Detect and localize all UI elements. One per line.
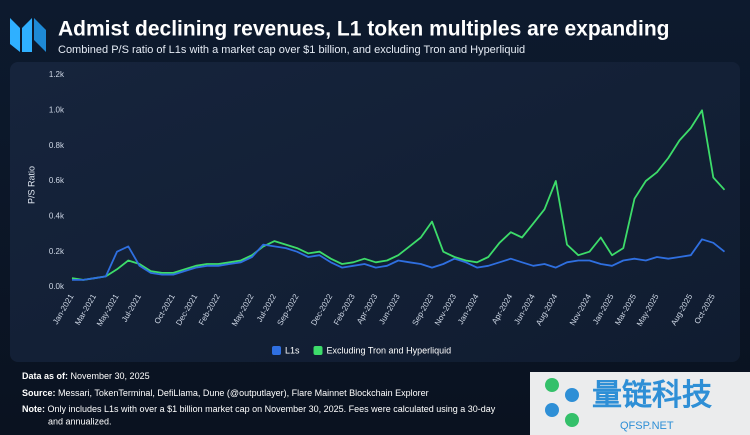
- text: November 30, 2025: [71, 371, 150, 381]
- label: Data as of:: [22, 371, 68, 381]
- watermark: 量链科技 QFSP.NET: [530, 372, 750, 435]
- watermark-site: QFSP.NET: [620, 420, 674, 432]
- data-as-of: Data as of: November 30, 2025: [22, 371, 150, 381]
- y-tick-label: 0.6k: [49, 176, 65, 185]
- label: Source:: [22, 388, 56, 398]
- legend-label: L1s: [285, 345, 300, 355]
- legend-label: Excluding Tron and Hyperliquid: [327, 345, 452, 355]
- label: Note:: [22, 404, 45, 414]
- note-cont: and annualized.: [48, 416, 112, 426]
- source: Source: Messari, TokenTerminal, DefiLlam…: [22, 388, 429, 398]
- y-tick-label: 0.0k: [49, 282, 65, 291]
- chart-subtitle: Combined P/S ratio of L1s with a market …: [58, 44, 525, 56]
- legend-swatch: [313, 346, 323, 355]
- note: Note: Only includes L1s with over a $1 b…: [22, 404, 496, 414]
- y-tick-label: 0.2k: [49, 247, 65, 256]
- watermark-title: 量链科技: [592, 378, 712, 412]
- y-tick-label: 0.8k: [49, 141, 65, 150]
- text: Messari, TokenTerminal, DefiLlama, Dune …: [58, 388, 429, 398]
- legend-swatch: [272, 346, 281, 355]
- y-tick-label: 1.2k: [49, 70, 65, 79]
- y-tick-label: 0.4k: [49, 211, 65, 220]
- chart-panel: [10, 62, 740, 362]
- series-line: [72, 238, 726, 281]
- y-tick-label: 1.0k: [49, 105, 65, 114]
- y-axis-label: P/S Ratio: [26, 166, 36, 204]
- logo: [10, 18, 46, 52]
- chart-title: Admist declining revenues, L1 token mult…: [58, 18, 669, 41]
- text: Only includes L1s with over a $1 billion…: [48, 404, 496, 414]
- series-line: [71, 109, 726, 281]
